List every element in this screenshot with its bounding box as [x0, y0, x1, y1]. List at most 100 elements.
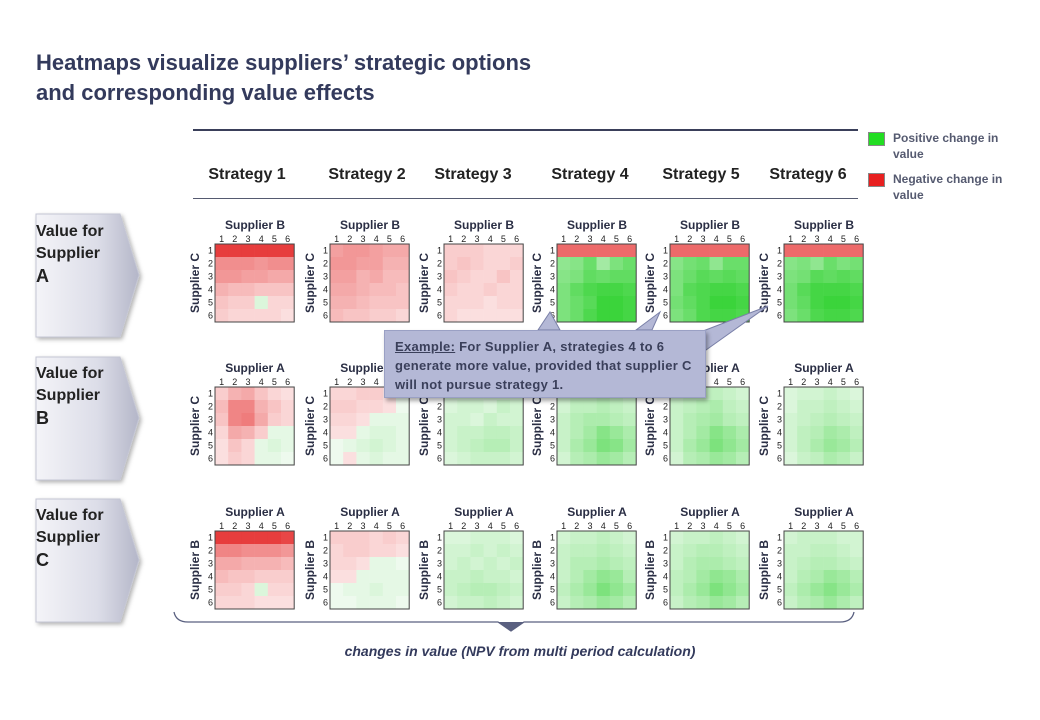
- heatmap-cell-b-s6-r3c3: [810, 413, 824, 427]
- row-label-b-line1: Value for: [36, 365, 104, 382]
- heatmap-cell-b-s1-r3c4: [254, 413, 269, 427]
- legend-positive-label: Positive change in value: [893, 131, 999, 161]
- heatmap-cell-a-s5-r1c1: [670, 244, 684, 258]
- x-tick-c-s2-6: 6: [400, 521, 405, 531]
- y-tick-a-s1-6: 6: [208, 311, 213, 321]
- heatmap-cell-c-s6-r5c1: [784, 583, 798, 597]
- y-axis-label-c-s5: Supplier B: [643, 540, 657, 600]
- heatmap-cell-b-s5-r5c6: [736, 439, 750, 453]
- x-tick-a-s1-3: 3: [245, 234, 250, 244]
- heatmap-cell-c-s6-r1c2: [797, 531, 811, 545]
- heatmap-cell-c-s6-r2c5: [836, 544, 851, 558]
- heatmap-cell-a-s2-r6c6: [396, 309, 410, 323]
- y-axis-label-a-s3: Supplier C: [417, 253, 431, 313]
- y-tick-b-s3-6: 6: [437, 454, 442, 464]
- y-tick-b-s5-5: 5: [663, 441, 668, 451]
- heatmap-cell-a-s6-r2c1: [784, 257, 798, 271]
- x-axis-label-a-s5: Supplier B: [680, 218, 740, 232]
- heatmap-cell-a-s2-r3c1: [330, 270, 344, 284]
- heatmap-cell-b-s3-r4c2: [457, 426, 471, 440]
- heatmap-cell-b-s5-r6c5: [722, 452, 737, 466]
- heatmap-cell-c-s4-r1c1: [557, 531, 571, 545]
- heatmap-cell-b-s5-r4c5: [722, 426, 737, 440]
- heatmap-cell-b-s6-r4c3: [810, 426, 824, 440]
- heatmap-cell-c-s3-r2c4: [483, 544, 498, 558]
- heatmap-cell-c-s4-r2c3: [583, 544, 597, 558]
- y-tick-c-s6-5: 5: [777, 585, 782, 595]
- heatmap-cell-b-s3-r5c5: [496, 439, 511, 453]
- y-tick-a-s1-2: 2: [208, 259, 213, 269]
- heatmap-cell-a-s2-r4c4: [369, 283, 384, 297]
- heatmap-cell-a-s1-r3c2: [228, 270, 242, 284]
- heatmap-cell-a-s6-r1c3: [810, 244, 824, 258]
- heatmap-cell-b-s1-r5c5: [267, 439, 282, 453]
- heatmap-cell-a-s3-r5c6: [510, 296, 524, 310]
- x-tick-b-s6-5: 5: [841, 377, 846, 387]
- heatmap-cell-b-s1-r4c3: [241, 426, 255, 440]
- heatmap-cell-b-s4-r5c1: [557, 439, 571, 453]
- row-label-b: Value for Supplier B: [36, 363, 104, 429]
- heatmap-cell-c-s6-r6c6: [850, 596, 864, 610]
- y-tick-b-s2-1: 1: [323, 389, 328, 399]
- heatmap-cell-b-s3-r3c3: [470, 413, 484, 427]
- y-axis-label-a-s4: Supplier C: [530, 253, 544, 313]
- heatmap-cell-a-s2-r4c2: [343, 283, 357, 297]
- heatmap-cell-b-s6-r2c4: [823, 400, 838, 414]
- heatmap-cell-a-s4-r4c5: [609, 283, 624, 297]
- heatmap-cell-b-s1-r4c6: [281, 426, 295, 440]
- heatmap-cell-b-s1-r6c1: [215, 452, 229, 466]
- x-tick-c-s1-1: 1: [219, 521, 224, 531]
- heatmap-cell-b-s4-r2c3: [583, 400, 597, 414]
- x-tick-c-s4-6: 6: [627, 521, 632, 531]
- heatmap-cell-b-s4-r3c1: [557, 413, 571, 427]
- heatmap-cell-c-s2-r4c5: [382, 570, 397, 584]
- heatmap-cell-a-s2-r5c6: [396, 296, 410, 310]
- x-axis-label-c-s5: Supplier A: [680, 505, 740, 519]
- x-tick-c-s1-3: 3: [245, 521, 250, 531]
- heatmap-cell-c-s3-r4c4: [483, 570, 498, 584]
- heatmap-cell-b-s2-r3c1: [330, 413, 344, 427]
- heatmap-cell-a-s3-r1c2: [457, 244, 471, 258]
- y-tick-c-s4-4: 4: [550, 572, 555, 582]
- heatmap-cell-b-s6-r1c5: [836, 387, 851, 401]
- y-tick-a-s5-6: 6: [663, 311, 668, 321]
- y-axis-label-c-s3: Supplier B: [417, 540, 431, 600]
- y-tick-b-s6-4: 4: [777, 428, 782, 438]
- heatmap-cell-a-s3-r1c1: [444, 244, 458, 258]
- heatmap-cell-a-s6-r6c5: [836, 309, 851, 323]
- y-tick-a-s1-5: 5: [208, 298, 213, 308]
- heatmap-cell-c-s4-r1c4: [596, 531, 611, 545]
- heatmap-cell-a-s5-r4c1: [670, 283, 684, 297]
- heatmap-frame-c-s3: [443, 530, 524, 610]
- y-tick-c-s2-3: 3: [323, 559, 328, 569]
- heatmap-cell-b-s4-r4c1: [557, 426, 571, 440]
- heatmap-cell-c-s3-r5c6: [510, 583, 524, 597]
- heatmap-cell-a-s3-r4c5: [496, 283, 511, 297]
- heatmap-cell-c-s6-r5c3: [810, 583, 824, 597]
- row-chevron-b: [35, 356, 140, 481]
- x-tick-b-s1-2: 2: [232, 377, 237, 387]
- heatmap-cell-c-s3-r6c2: [457, 596, 471, 610]
- heatmap-cell-a-s4-r5c5: [609, 296, 624, 310]
- heatmap-frame-c-s5: [669, 530, 750, 610]
- heatmap-cell-a-s6-r4c2: [797, 283, 811, 297]
- heatmap-cell-c-s6-r2c1: [784, 544, 798, 558]
- x-tick-b-s2-4: 4: [374, 377, 379, 387]
- heatmap-cell-b-s3-r6c4: [483, 452, 498, 466]
- x-tick-c-s1-5: 5: [272, 521, 277, 531]
- heatmap-cell-b-s6-r3c6: [850, 413, 864, 427]
- heatmap-cell-b-s4-r5c2: [570, 439, 584, 453]
- heatmap-cell-c-s5-r4c1: [670, 570, 684, 584]
- heatmap-cell-c-s3-r3c3: [470, 557, 484, 571]
- heatmap-cell-b-s2-r5c4: [369, 439, 384, 453]
- heatmap-cell-c-s5-r6c1: [670, 596, 684, 610]
- y-tick-c-s2-4: 4: [323, 572, 328, 582]
- row-label-b-line2: Supplier: [36, 387, 101, 404]
- heatmap-cell-c-s5-r1c2: [683, 531, 697, 545]
- heatmap-cell-c-s6-r5c2: [797, 583, 811, 597]
- heatmap-cell-a-s3-r6c6: [510, 309, 524, 323]
- heatmap-cell-a-s2-r5c5: [382, 296, 397, 310]
- y-tick-c-s1-2: 2: [208, 546, 213, 556]
- heatmap-cell-b-s6-r2c3: [810, 400, 824, 414]
- x-tick-a-s2-6: 6: [400, 234, 405, 244]
